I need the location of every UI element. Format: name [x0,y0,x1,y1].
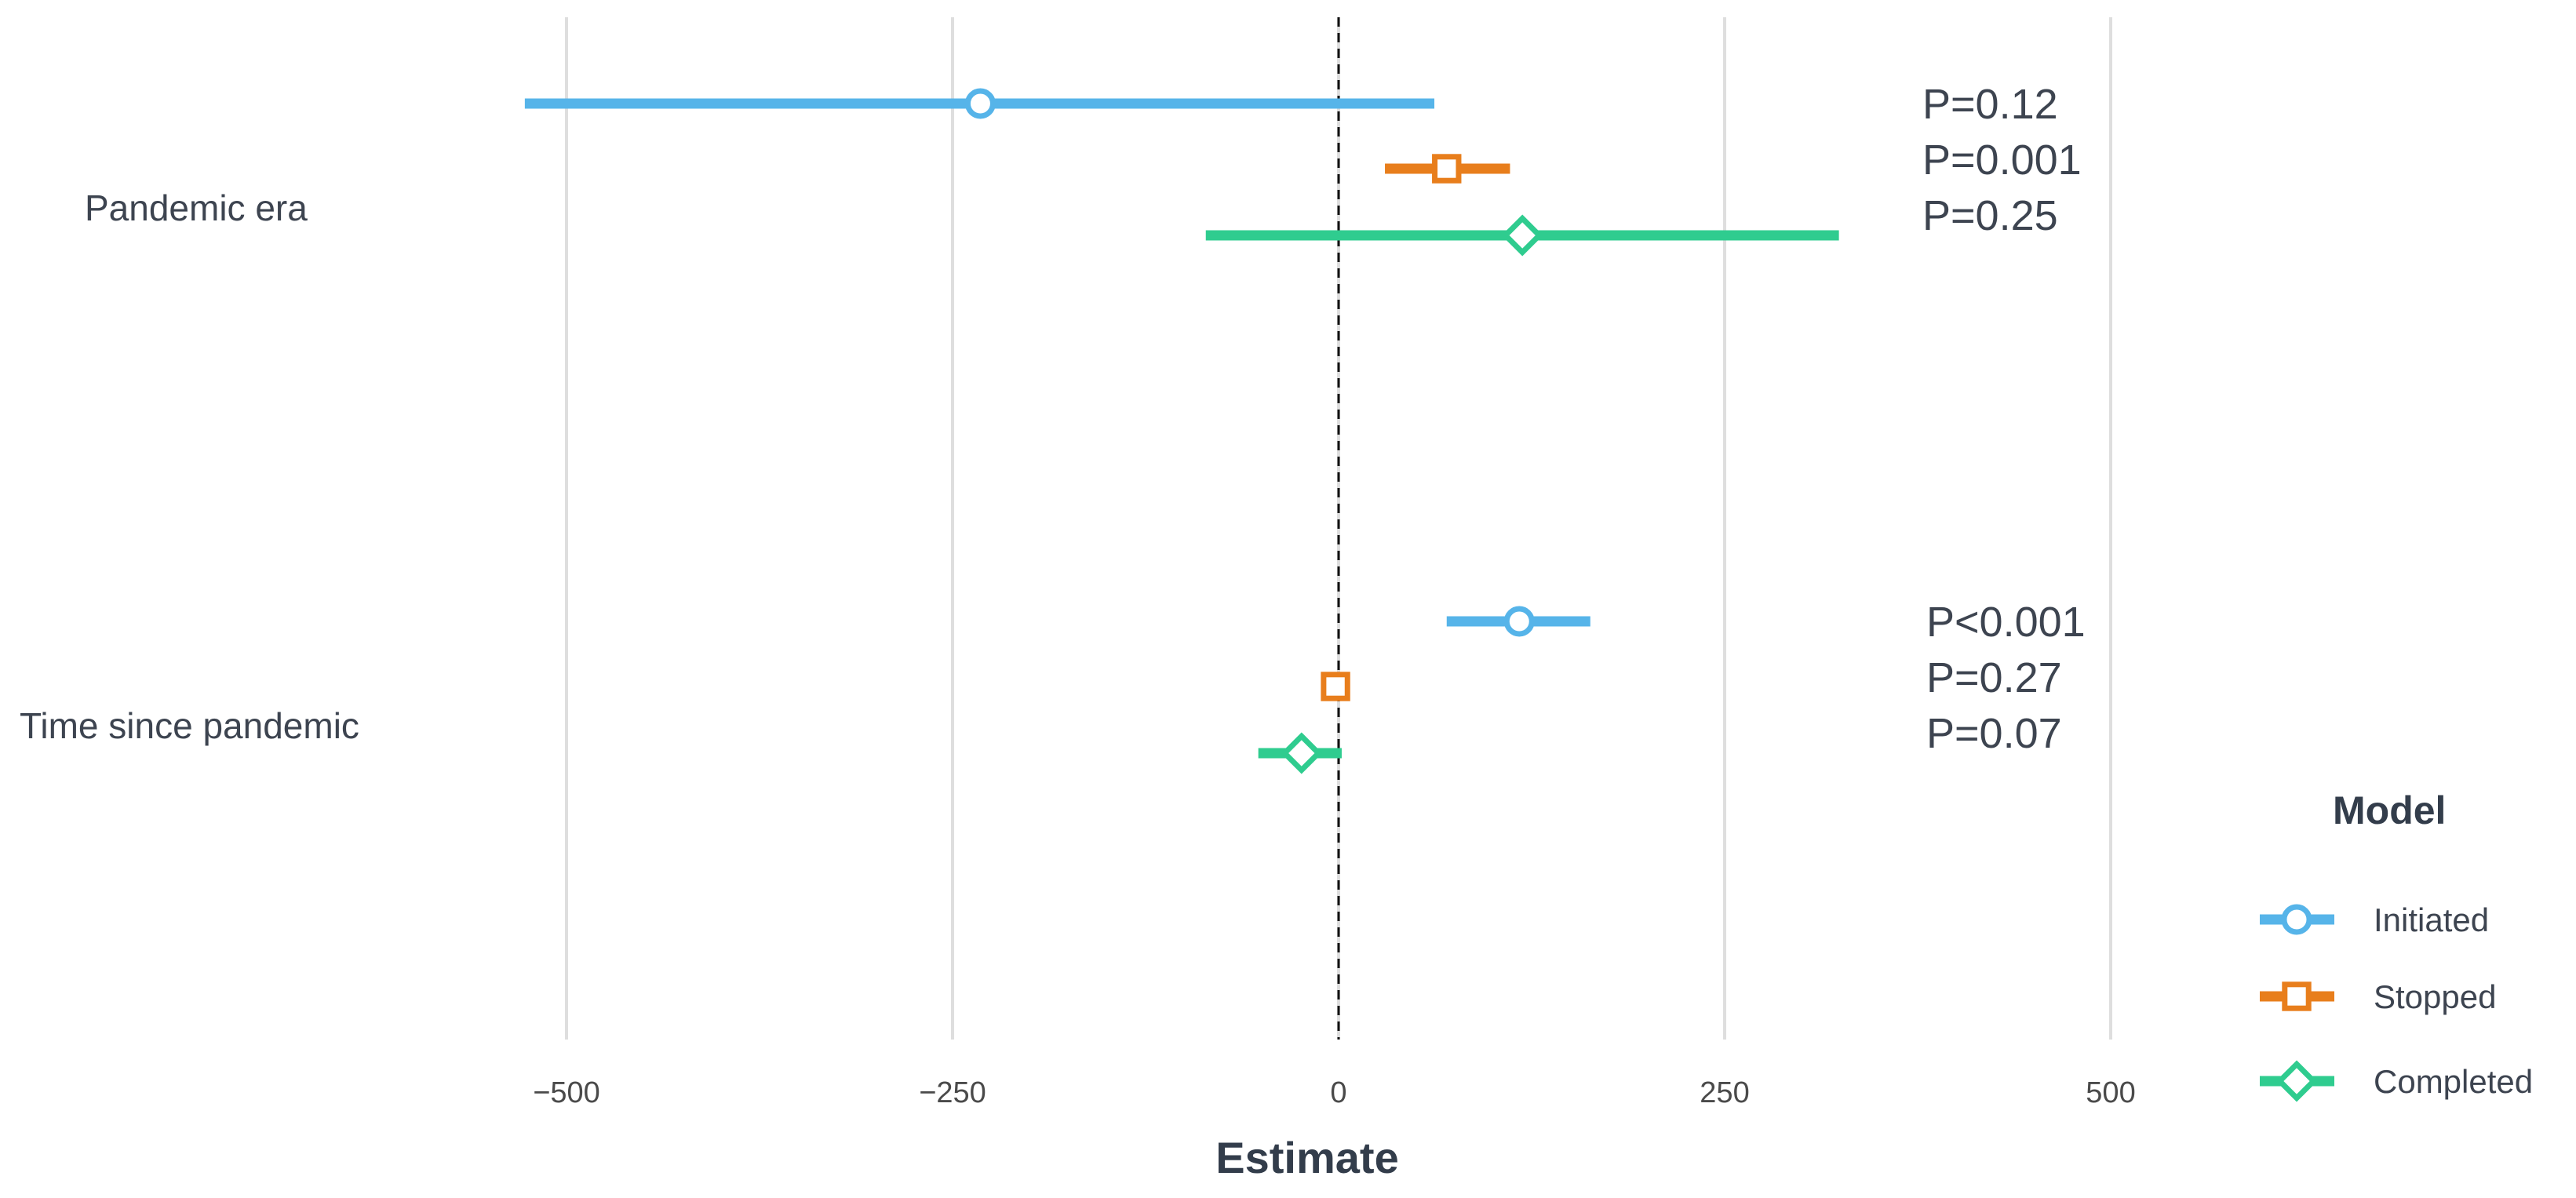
series-initiated [524,88,1590,637]
category-label: Pandemic era [85,188,308,228]
p-value-label: P=0.25 [1922,192,2058,239]
x-axis-title: Estimate [1215,1133,1398,1182]
legend-title: Model [2333,788,2446,832]
p-value-label: P=0.27 [1926,654,2062,701]
p-value-label: P=0.07 [1926,710,2062,757]
x-tick-label: 0 [1330,1076,1346,1109]
legend-marker [2281,904,2312,935]
legend-marker [2282,981,2312,1011]
series-completed [1205,214,1839,774]
point-estimate [1432,154,1462,184]
legend-label: Completed [2374,1063,2533,1100]
p-value-label: P=0.12 [1922,81,2058,128]
point-estimate [1501,214,1543,257]
legend: Model Initiated Stopped Completed [2260,788,2533,1102]
p-value-labels: P=0.12 P=0.001 P=0.25 P<0.001 P=0.27 P=0.07 [1922,81,2086,757]
x-tick-labels: −500 −250 0 250 500 [533,1076,2136,1109]
category-label: Time since pandemic [20,705,359,746]
legend-item-stopped: Stopped [2260,978,2496,1015]
category-labels: Pandemic era Time since pandemic [20,188,359,746]
point-estimate [964,88,996,119]
point-estimate [1281,732,1323,774]
legend-label: Initiated [2374,901,2489,938]
legend-item-initiated: Initiated [2260,901,2489,938]
legend-item-completed: Completed [2260,1060,2533,1102]
p-value-label: P=0.001 [1922,137,2082,184]
point-estimate [1321,672,1350,701]
legend-label: Stopped [2374,978,2496,1015]
series-stopped [1321,154,1510,701]
x-tick-label: −250 [919,1076,986,1109]
x-tick-label: 500 [2086,1076,2135,1109]
series-layer [524,88,1839,774]
x-tick-label: −500 [533,1076,600,1109]
x-tick-label: 250 [1700,1076,1749,1109]
point-estimate [1503,606,1535,637]
legend-marker [2275,1060,2318,1102]
p-value-label: P<0.001 [1926,599,2086,646]
